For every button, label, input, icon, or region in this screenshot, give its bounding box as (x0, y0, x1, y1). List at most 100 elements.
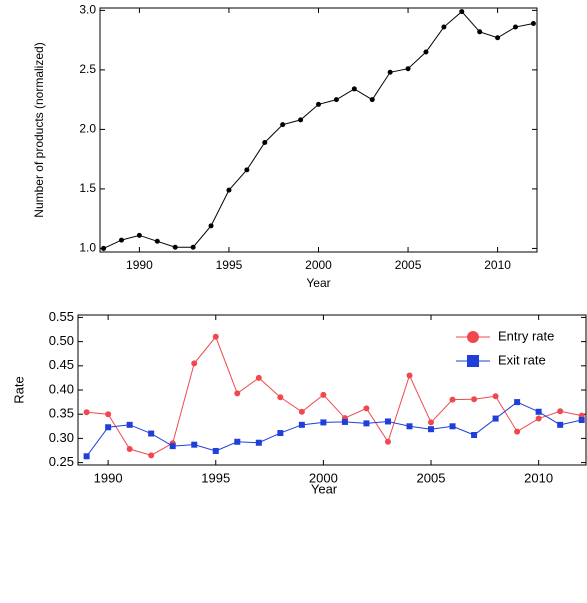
marker (459, 9, 465, 15)
series-line (86, 401, 582, 457)
marker (471, 396, 478, 403)
marker (298, 421, 305, 428)
marker (234, 390, 241, 397)
x-tick-label: 1995 (216, 258, 243, 272)
y-tick-label: 0.30 (49, 430, 74, 445)
marker (406, 423, 413, 430)
marker (363, 405, 370, 412)
marker (477, 29, 483, 35)
marker (226, 187, 232, 193)
marker (148, 430, 155, 437)
marker (126, 446, 133, 453)
marker (105, 411, 112, 418)
marker (363, 420, 370, 427)
y-tick-label: 0.50 (49, 333, 74, 348)
marker (208, 223, 214, 229)
y-tick-label: 0.55 (49, 309, 74, 324)
marker (428, 419, 435, 426)
plot-area (101, 9, 536, 251)
marker (255, 439, 262, 446)
marker (578, 417, 585, 423)
y-tick-label: 0.45 (49, 357, 74, 372)
y-tick-label: 0.40 (49, 381, 74, 396)
marker (406, 372, 413, 379)
x-tick-label: 1990 (94, 470, 123, 485)
marker (191, 441, 198, 448)
x-tick-label: 1995 (201, 470, 230, 485)
marker (449, 396, 456, 403)
marker (244, 167, 250, 173)
marker (492, 415, 499, 422)
marker (136, 232, 142, 238)
marker (535, 415, 542, 422)
marker (514, 399, 521, 406)
marker (277, 394, 284, 401)
marker (280, 122, 286, 128)
x-axis-label: Year (306, 276, 330, 290)
legend-label: Entry rate (498, 328, 554, 343)
marker (154, 238, 160, 244)
y-axis-label: Number of products (normalized) (32, 42, 46, 217)
marker (535, 408, 542, 415)
legend-marker (467, 331, 479, 343)
marker (384, 418, 391, 425)
series-line (103, 10, 534, 249)
marker (118, 237, 124, 243)
series-line (86, 335, 582, 456)
marker (191, 360, 198, 367)
plot-area (83, 333, 585, 460)
marker (557, 408, 564, 415)
marker (530, 20, 536, 26)
marker (277, 430, 284, 437)
x-tick-label: 2010 (484, 258, 511, 272)
x-tick-label: 2005 (395, 258, 422, 272)
marker (449, 423, 456, 430)
marker (101, 245, 107, 251)
plot-frame (99, 7, 538, 253)
marker (320, 419, 327, 426)
marker (341, 418, 348, 425)
marker (423, 49, 429, 55)
marker (316, 101, 321, 107)
marker (234, 438, 241, 445)
x-tick-label: 2000 (305, 258, 332, 272)
y-tick-label: 1.0 (79, 241, 96, 255)
x-tick-label: 2000 (309, 470, 338, 485)
marker (190, 244, 196, 250)
marker (320, 391, 327, 398)
marker (351, 86, 357, 92)
legend-marker (467, 355, 479, 367)
marker (492, 393, 499, 400)
y-tick-label: 2.0 (79, 122, 96, 136)
x-axis-label: Year (311, 481, 338, 496)
x-tick-label: 1990 (126, 258, 153, 272)
y-tick-label: 2.5 (79, 62, 96, 76)
marker (105, 424, 112, 431)
marker (212, 333, 219, 340)
marker (405, 66, 411, 72)
marker (514, 428, 521, 435)
marker (83, 409, 90, 416)
marker (298, 117, 304, 123)
marker (387, 69, 393, 75)
marker (333, 97, 339, 103)
marker (126, 421, 133, 428)
marker (471, 432, 478, 438)
y-tick-label: 0.25 (49, 454, 74, 469)
marker (428, 426, 435, 433)
x-tick-label: 2005 (417, 470, 446, 485)
marker (495, 35, 501, 41)
y-tick-label: 3.0 (79, 3, 96, 17)
marker (255, 374, 262, 381)
y-axis-label: Rate (11, 376, 26, 403)
marker (369, 97, 375, 103)
marker (83, 453, 90, 460)
marker (212, 447, 219, 454)
marker (172, 244, 178, 250)
y-tick-label: 1.5 (79, 181, 96, 195)
legend-label: Exit rate (498, 352, 546, 367)
marker (262, 139, 268, 145)
marker (298, 408, 305, 415)
y-tick-label: 0.35 (49, 406, 74, 421)
